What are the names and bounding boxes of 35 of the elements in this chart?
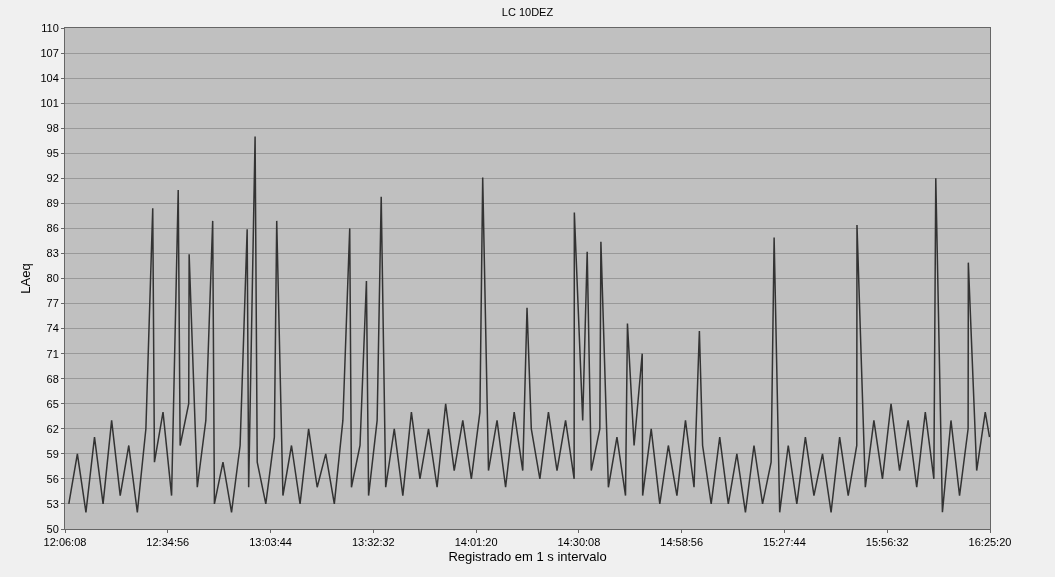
x-tick-label: 14:01:20 bbox=[454, 536, 498, 549]
x-tick-label: 13:32:32 bbox=[351, 536, 395, 549]
y-tick-label: 104 bbox=[40, 71, 59, 84]
y-tick-label: 89 bbox=[46, 197, 59, 210]
y-tick-label: 92 bbox=[46, 172, 59, 185]
x-tick-label: 12:34:56 bbox=[146, 536, 190, 549]
y-tick-label: 110 bbox=[41, 21, 59, 34]
x-tick-label: 16:25:20 bbox=[968, 536, 1012, 549]
y-tick-label: 53 bbox=[46, 497, 59, 510]
y-axis-title: LAeq bbox=[18, 263, 34, 294]
x-tick-label: 15:27:44 bbox=[763, 536, 806, 549]
y-tick-label: 83 bbox=[46, 247, 59, 260]
x-tick-label: 15:56:32 bbox=[865, 536, 909, 549]
y-tick-label: 98 bbox=[46, 122, 59, 135]
x-tick-label: 14:30:08 bbox=[557, 536, 601, 549]
y-tick-label: 77 bbox=[46, 297, 59, 310]
x-tick-label: 13:03:44 bbox=[249, 536, 292, 549]
y-tick-label: 74 bbox=[46, 322, 59, 335]
x-axis-title: Registrado em 1 s intervalo bbox=[448, 548, 607, 564]
y-tick-label: 101 bbox=[40, 97, 59, 109]
y-tick-label: 59 bbox=[46, 447, 59, 460]
x-tick-label: 14:58:56 bbox=[660, 536, 704, 549]
chart-title: LC 10DEZ bbox=[501, 6, 554, 19]
x-tick-label: 12:06:08 bbox=[43, 536, 87, 549]
y-tick-label: 86 bbox=[46, 222, 59, 235]
y-tick-label: 107 bbox=[40, 46, 59, 59]
y-tick-label: 68 bbox=[46, 372, 59, 385]
y-tick-label: 56 bbox=[46, 472, 59, 485]
line-series bbox=[68, 135, 990, 514]
y-tick-label: 95 bbox=[46, 147, 59, 160]
y-tick-label: 65 bbox=[46, 397, 59, 410]
y-tick-label: 62 bbox=[46, 422, 59, 435]
y-tick-label: 50 bbox=[46, 522, 59, 535]
y-tick-label: 71 bbox=[46, 347, 59, 360]
y-tick-label: 80 bbox=[46, 272, 59, 285]
